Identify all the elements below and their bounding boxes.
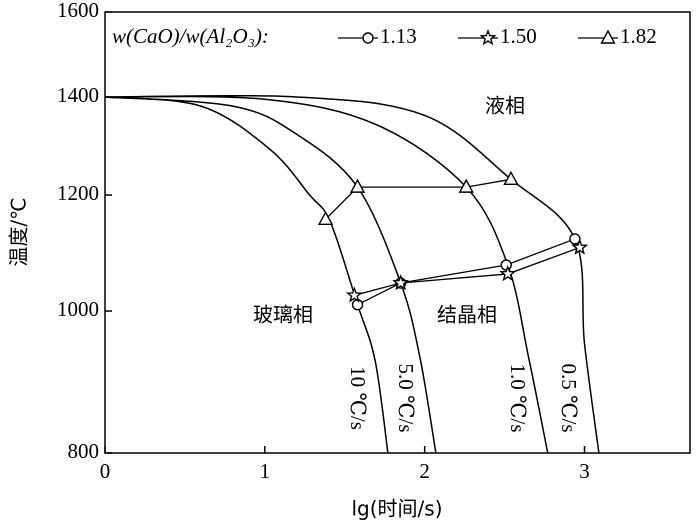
y-axis-label: 温度/℃ (7, 197, 31, 266)
cooling-curve (104, 95, 549, 454)
y-tick-label: 1400 (57, 83, 99, 107)
marker-star (479, 29, 497, 46)
marker-circle (362, 32, 374, 44)
legend-label: 1.13 (380, 24, 417, 48)
y-tick-label: 1200 (57, 181, 99, 205)
region-label: 液相 (485, 94, 525, 118)
marker-star (571, 238, 589, 255)
y-tick-label: 1600 (57, 0, 99, 22)
rate-label: 0.5 ℃/s (557, 364, 581, 433)
x-tick-label: 1 (260, 459, 271, 483)
x-tick-label: 2 (419, 459, 430, 483)
legend-label: 1.50 (500, 24, 537, 48)
series-line (325, 178, 512, 220)
x-axis-label: lg(时间/s) (351, 497, 442, 521)
marker-triangle (317, 210, 334, 226)
plot-frame (104, 11, 691, 454)
marker-star (392, 274, 410, 291)
rate-label: 10 ℃/s (346, 366, 370, 430)
cooling-curve (104, 94, 600, 454)
marker-star (345, 286, 363, 303)
marker-star (499, 265, 517, 282)
y-tick-label: 1000 (57, 297, 99, 321)
y-tick-label: 800 (68, 439, 100, 463)
x-tick-label: 0 (100, 459, 111, 483)
marker-circle (569, 233, 581, 245)
legend-label: 1.82 (620, 24, 657, 48)
marker-triangle (458, 178, 474, 193)
series-line (354, 246, 580, 296)
series-line (357, 238, 576, 306)
cooling-curve (104, 96, 389, 454)
marker-triangle (503, 170, 519, 186)
marker-circle (500, 259, 512, 271)
rate-label: 1.0 ℃/s (506, 364, 530, 433)
marker-triangle (349, 178, 366, 193)
x-tick-label: 3 (579, 459, 590, 483)
marker-triangle (600, 29, 616, 44)
rate-label: 5.0 ℃/s (394, 364, 418, 433)
legend-title: w(CaO)/w(Al₂O₃): (112, 24, 269, 48)
region-label: 玻璃相 (253, 303, 313, 327)
region-label: 结晶相 (437, 303, 497, 327)
